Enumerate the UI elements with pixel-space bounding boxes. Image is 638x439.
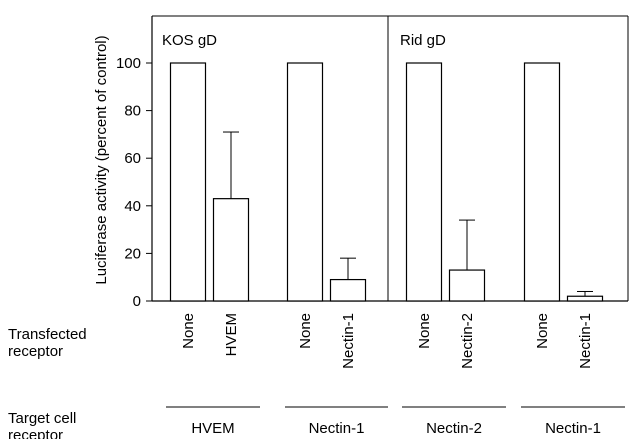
panel-label: Rid gD <box>400 32 446 49</box>
category-label: Nectin-2 <box>459 313 476 369</box>
category-label: None <box>297 313 314 349</box>
bar <box>329 278 367 302</box>
y-tick-label: 20 <box>124 245 141 262</box>
target-cell-receptor-label-line1: Target cell <box>8 410 76 427</box>
category-label: HVEM <box>223 313 240 356</box>
bar <box>523 62 561 302</box>
y-tick-label: 80 <box>124 103 141 120</box>
group-label: Nectin-2 <box>426 420 482 437</box>
group-label: Nectin-1 <box>545 420 601 437</box>
y-axis-label: Luciferase activity (percent of control) <box>93 35 110 284</box>
y-tick-label: 40 <box>124 198 141 215</box>
bar <box>566 295 604 302</box>
category-label: None <box>180 313 197 349</box>
category-label: None <box>534 313 551 349</box>
bar <box>212 198 250 302</box>
category-label: None <box>416 313 433 349</box>
bar <box>405 62 443 302</box>
bar <box>169 62 207 302</box>
category-label: Nectin-1 <box>577 313 594 369</box>
group-label: Nectin-1 <box>309 420 365 437</box>
transfected-receptor-label-line1: Transfected <box>8 326 87 343</box>
y-tick-label: 100 <box>116 55 141 72</box>
transfected-receptor-label-line2: receptor <box>8 343 63 360</box>
category-label: Nectin-1 <box>340 313 357 369</box>
target-cell-receptor-label-line2: receptor <box>8 427 63 439</box>
y-tick-label: 0 <box>133 293 141 310</box>
bar <box>286 62 324 302</box>
panel-label: KOS gD <box>162 32 217 49</box>
y-tick-label: 60 <box>124 150 141 167</box>
group-label: HVEM <box>191 420 234 437</box>
bar <box>448 269 486 302</box>
